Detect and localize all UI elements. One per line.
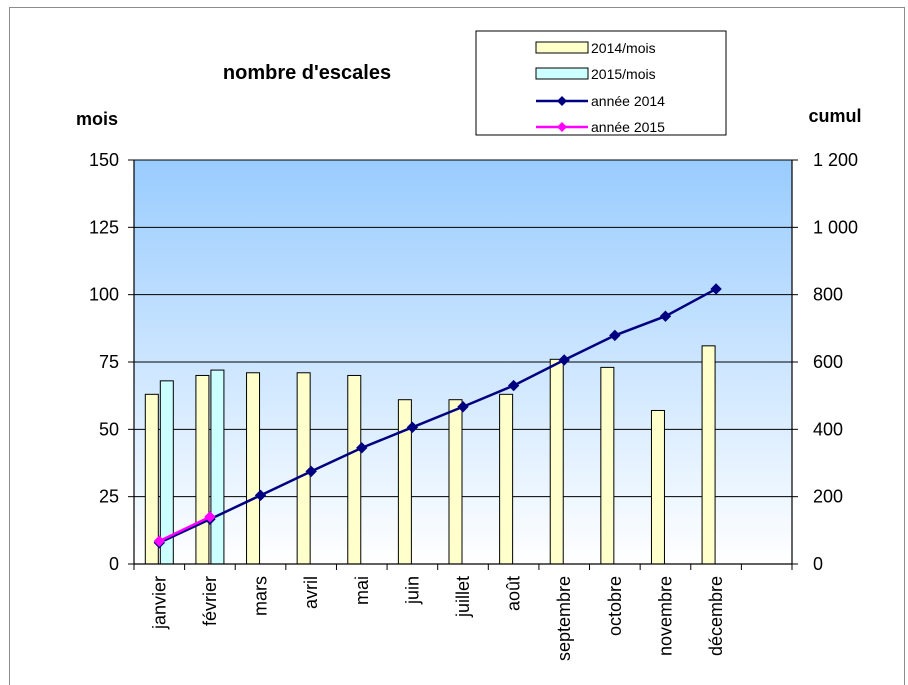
legend-marker: [557, 96, 567, 106]
lines: [153, 283, 722, 549]
data-point: [356, 442, 368, 454]
left-tick-label: 75: [99, 352, 119, 372]
bar-2014-mois: [549, 358, 564, 565]
right-tick-label: 600: [813, 352, 843, 372]
legend-marker: [557, 122, 567, 132]
category-label: mai: [352, 576, 372, 605]
left-tick-label: 100: [89, 285, 119, 305]
right-tick-label: 400: [813, 419, 843, 439]
data-point: [153, 535, 166, 547]
right-tick-label: 800: [813, 285, 843, 305]
legend-label: 2015/mois: [591, 66, 656, 82]
left-tick-label: 125: [89, 217, 119, 237]
bar-2015-mois: [210, 369, 225, 565]
chart-title: nombre d'escales: [223, 62, 391, 84]
data-point: [457, 401, 469, 413]
category-label: juin: [402, 576, 422, 605]
legend: 2014/mois 2015/mois année 2014 année 2015: [475, 30, 727, 136]
category-label: octobre: [605, 576, 625, 636]
category-label: décembre: [706, 576, 726, 656]
category-label: septembre: [554, 576, 574, 661]
category-label: janvier: [149, 576, 169, 630]
right-tick-labels: 0 200 400 600 800 1 000 1 200: [813, 150, 858, 574]
legend-swatch: [535, 67, 589, 80]
bar-2014-mois: [600, 366, 615, 565]
category-label: février: [200, 576, 220, 626]
data-point: [659, 310, 672, 322]
data-point: [507, 379, 520, 392]
data-point: [710, 283, 722, 295]
category-label: juillet: [453, 576, 473, 618]
data-point: [558, 354, 570, 366]
series-line: [158, 287, 717, 544]
bar-2014-mois: [701, 345, 716, 565]
left-axis-label: mois: [76, 109, 118, 129]
bar-2014-mois: [448, 399, 463, 565]
data-point: [254, 489, 267, 502]
right-tick-label: 1 000: [813, 217, 858, 237]
chart-frame: [9, 7, 905, 685]
left-tick-label: 50: [99, 419, 119, 439]
category-label: avril: [301, 576, 321, 609]
axes: [128, 159, 798, 570]
left-tick-label: 150: [89, 150, 119, 170]
legend-label: année 2015: [591, 119, 665, 135]
legend-label: année 2014: [591, 93, 665, 109]
legend-swatch: [535, 41, 589, 54]
right-axis-label: cumul: [808, 106, 861, 126]
bar-2014-mois: [347, 374, 362, 565]
bar-2014-mois: [246, 372, 261, 565]
data-point: [204, 511, 216, 523]
category-label: août: [504, 576, 524, 611]
category-label: mars: [251, 576, 271, 616]
legend-label: 2014/mois: [591, 40, 656, 56]
left-tick-labels: 0 25 50 75 100 125 150: [89, 150, 119, 574]
right-tick-label: 0: [813, 554, 823, 574]
bar-2014-mois: [397, 399, 412, 565]
data-point: [406, 421, 419, 434]
right-tick-label: 1 200: [813, 150, 858, 170]
bar-2014-mois: [195, 374, 210, 565]
left-tick-label: 0: [109, 554, 119, 574]
category-labels: janvier février mars avril mai juin juillet aoû…: [149, 576, 726, 661]
series-line: [158, 515, 211, 543]
data-point: [305, 465, 317, 478]
bar-2014-mois: [296, 372, 311, 565]
left-tick-label: 25: [99, 487, 119, 507]
category-label: novembre: [655, 576, 675, 656]
data-point: [609, 329, 621, 342]
bar-2014-mois: [499, 393, 514, 565]
gridlines: [134, 159, 792, 498]
bar-2014-mois: [650, 409, 665, 565]
right-tick-label: 200: [813, 487, 843, 507]
